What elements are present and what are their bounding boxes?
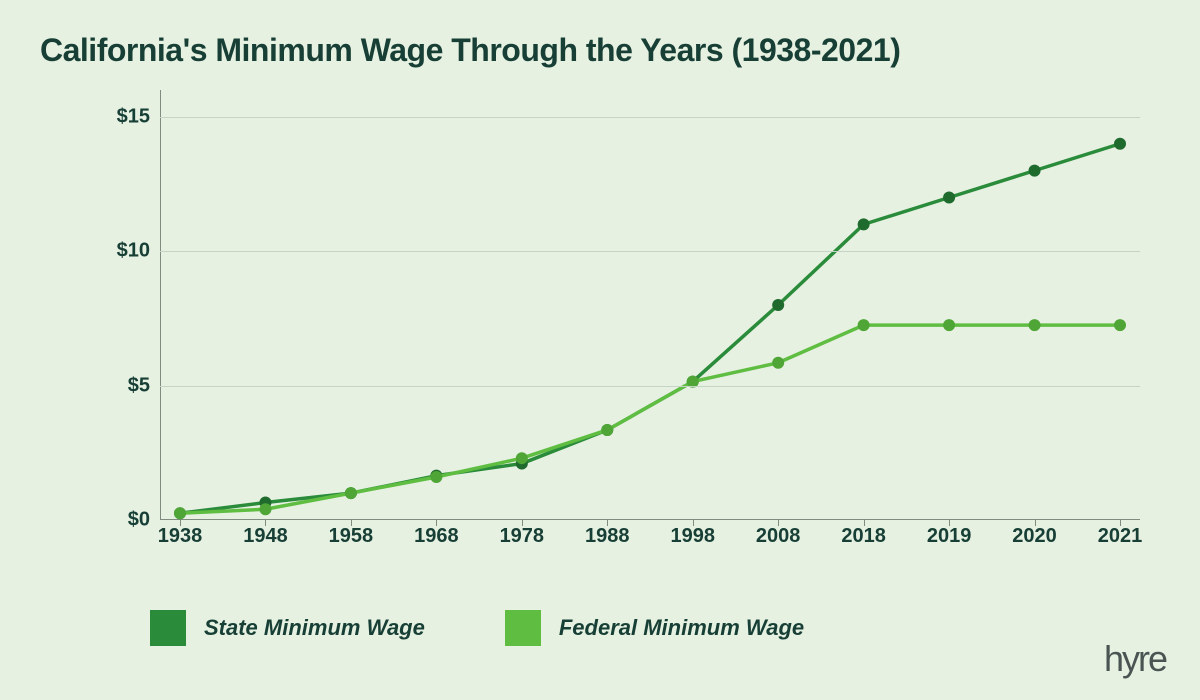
series-line <box>180 144 1120 514</box>
series-marker <box>174 507 186 519</box>
x-tick-label: 2020 <box>1012 525 1057 548</box>
brand-logo: hyre <box>1104 638 1166 680</box>
x-tick <box>180 520 181 526</box>
x-tick <box>864 520 865 526</box>
gridline <box>160 117 1140 118</box>
series-marker <box>772 299 784 311</box>
series-marker <box>1029 165 1041 177</box>
line-svg <box>160 90 1140 520</box>
x-tick-label: 2018 <box>841 525 886 548</box>
x-tick <box>1120 520 1121 526</box>
y-tick-label: $5 <box>90 374 150 397</box>
x-tick-label: 1938 <box>158 525 203 548</box>
series-marker <box>1114 319 1126 331</box>
x-tick <box>949 520 950 526</box>
page-title: California's Minimum Wage Through the Ye… <box>40 32 900 69</box>
x-tick-label: 2019 <box>927 525 972 548</box>
x-tick-label: 1968 <box>414 525 459 548</box>
x-tick <box>351 520 352 526</box>
legend-swatch-state <box>150 610 186 646</box>
chart-area: $0$5$10$15193819481958196819781988199820… <box>100 90 1140 550</box>
x-tick-label: 1988 <box>585 525 630 548</box>
x-tick-label: 1958 <box>329 525 374 548</box>
series-marker <box>259 503 271 515</box>
legend-label-federal: Federal Minimum Wage <box>559 615 804 641</box>
series-marker <box>943 192 955 204</box>
x-tick <box>436 520 437 526</box>
gridline <box>160 251 1140 252</box>
x-tick <box>522 520 523 526</box>
series-marker <box>430 471 442 483</box>
series-marker <box>1114 138 1126 150</box>
x-tick-label: 1948 <box>243 525 288 548</box>
legend-swatch-federal <box>505 610 541 646</box>
chart-page: California's Minimum Wage Through the Ye… <box>0 0 1200 700</box>
series-marker <box>345 487 357 499</box>
y-tick-label: $10 <box>90 240 150 263</box>
y-tick-label: $15 <box>90 105 150 128</box>
series-marker <box>601 424 613 436</box>
legend-label-state: State Minimum Wage <box>204 615 425 641</box>
series-marker <box>772 357 784 369</box>
legend: State Minimum Wage Federal Minimum Wage <box>150 610 804 646</box>
x-tick-label: 2021 <box>1098 525 1143 548</box>
gridline <box>160 386 1140 387</box>
legend-item-federal: Federal Minimum Wage <box>505 610 804 646</box>
series-line <box>180 325 1120 513</box>
x-tick <box>265 520 266 526</box>
x-tick <box>778 520 779 526</box>
legend-item-state: State Minimum Wage <box>150 610 425 646</box>
y-tick-label: $0 <box>90 509 150 532</box>
x-tick-label: 1978 <box>500 525 545 548</box>
series-marker <box>516 452 528 464</box>
x-tick-label: 2008 <box>756 525 801 548</box>
x-tick <box>607 520 608 526</box>
series-marker <box>943 319 955 331</box>
series-marker <box>858 218 870 230</box>
plot-region: $0$5$10$15193819481958196819781988199820… <box>160 90 1140 520</box>
x-tick <box>1035 520 1036 526</box>
x-tick-label: 1998 <box>670 525 715 548</box>
series-marker <box>858 319 870 331</box>
series-marker <box>1029 319 1041 331</box>
x-tick <box>693 520 694 526</box>
